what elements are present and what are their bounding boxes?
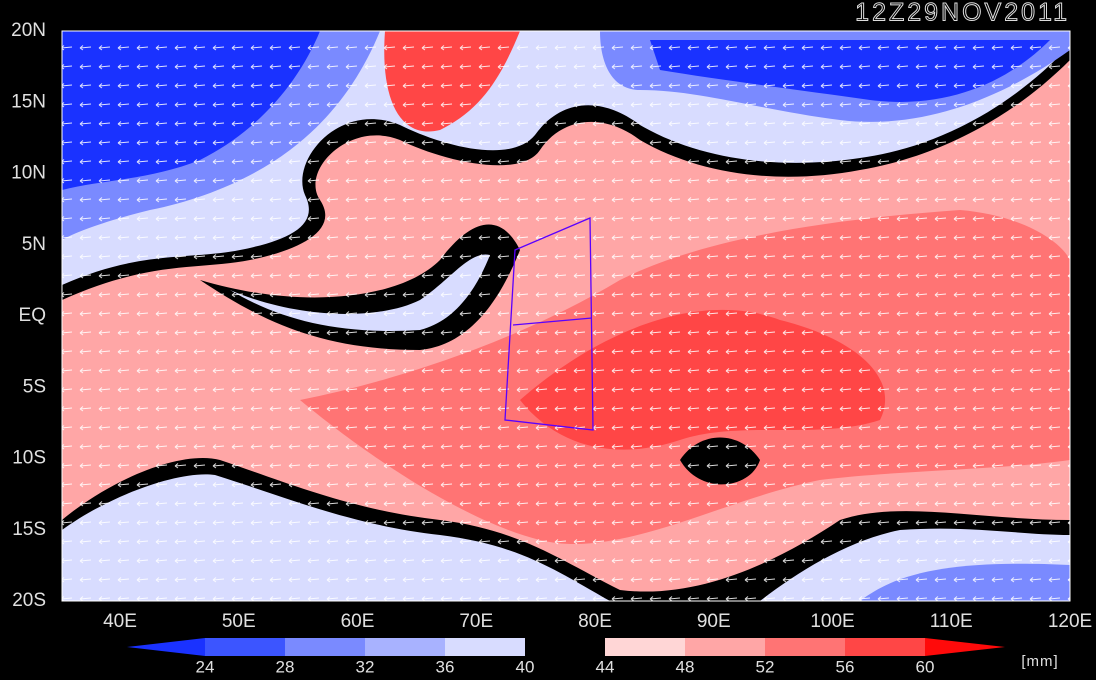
colorbar-segment	[285, 638, 365, 656]
colorbar-segment	[365, 638, 445, 656]
lon-label: 80E	[578, 611, 612, 632]
colorbar-label: 32	[356, 657, 375, 676]
colorbar-segment	[605, 638, 685, 656]
box-outline	[504, 217, 594, 431]
lat-label: 10S	[12, 448, 46, 469]
colorbar-label: 56	[836, 657, 855, 676]
colorbar: 24 28 32 36 40 44 48 52 56 60	[127, 638, 1005, 676]
lon-label: 60E	[341, 611, 375, 632]
lat-label: 10N	[11, 163, 46, 184]
colorbar-label: 48	[676, 657, 695, 676]
colorbar-arrow	[127, 638, 205, 656]
lon-label: 90E	[697, 611, 731, 632]
lat-label: 20S	[12, 590, 46, 611]
colorbar-label: 36	[436, 657, 455, 676]
lon-label: 100E	[810, 611, 854, 632]
lat-label: 15S	[12, 519, 46, 540]
lat-label: 5N	[22, 234, 46, 255]
colorbar-segment	[445, 638, 525, 656]
colorbar-segment	[205, 638, 285, 656]
colorbar-label: 40	[516, 657, 535, 676]
field	[62, 31, 1070, 601]
lat-label: 5S	[23, 376, 46, 397]
colorbar-unit: [mm]	[1021, 653, 1058, 670]
colorbar-label: 52	[756, 657, 775, 676]
plot-frame	[61, 30, 1071, 602]
wind-vectors	[62, 31, 1070, 601]
lat-label: EQ	[19, 305, 46, 326]
lon-label: 70E	[459, 611, 493, 632]
colorbar-label: 60	[916, 657, 935, 676]
lat-label: 15N	[11, 91, 46, 112]
lon-label: 110E	[930, 611, 973, 632]
colorbar-label: 28	[276, 657, 295, 676]
lon-label: 120E	[1048, 611, 1092, 632]
colorbar-arrow	[925, 638, 1005, 656]
axis-labels: 20N 15N 10N 5N EQ 5S 10S 15S 20S 40E 50E 60E 70E 80E 9…	[11, 20, 1092, 632]
colorbar-segment	[765, 638, 845, 656]
colorbar-label: 44	[596, 657, 615, 676]
colorbar-label: 24	[196, 657, 215, 676]
lon-label: 40E	[103, 611, 137, 632]
lon-label: 50E	[222, 611, 256, 632]
title: 12Z29NOV2011	[855, 0, 1070, 27]
colorbar-segment	[525, 638, 605, 656]
lat-label: 20N	[11, 20, 46, 41]
colorbar-segment	[685, 638, 765, 656]
colorbar-segment	[845, 638, 925, 656]
